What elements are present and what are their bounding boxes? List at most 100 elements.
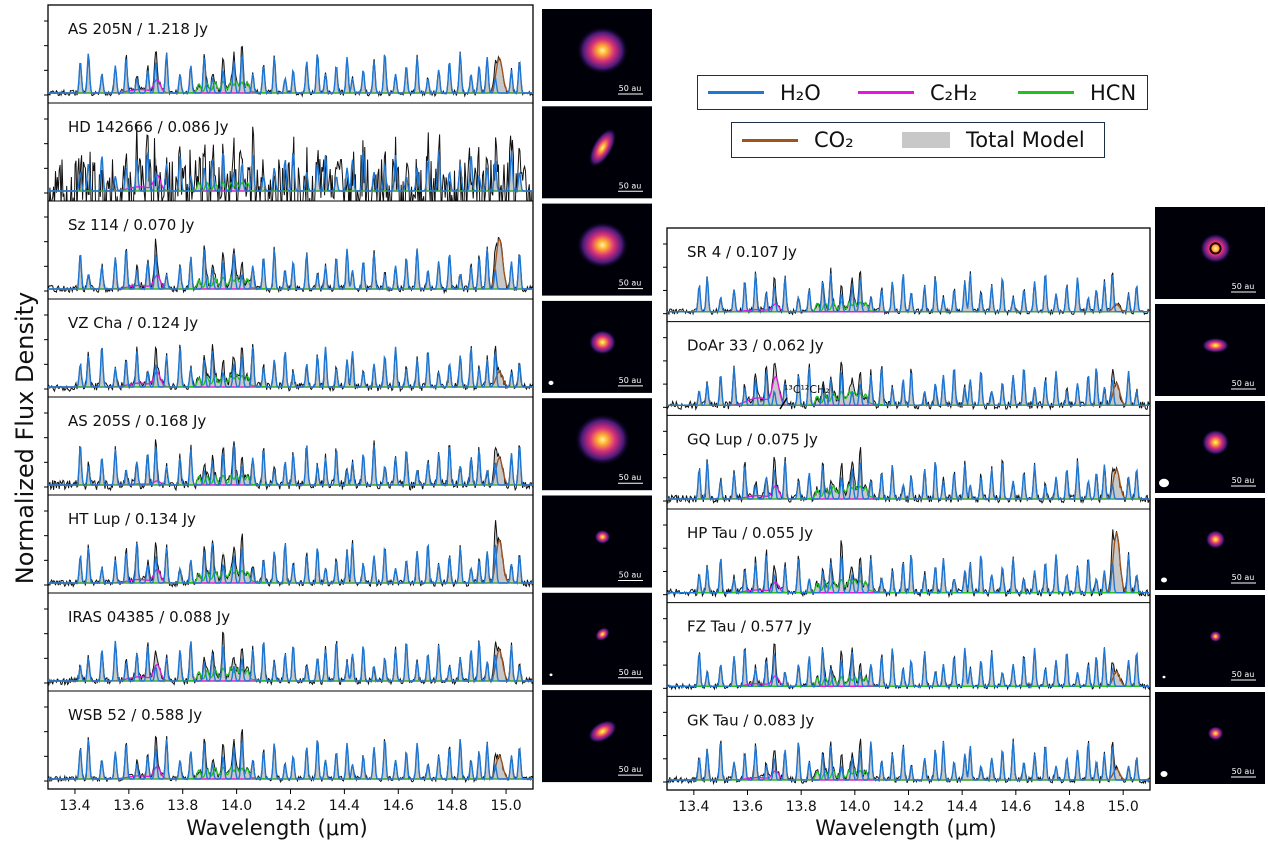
legend-top: H₂O C₂H₂ HCN: [697, 75, 1148, 110]
left-x-tick-label: 13.6: [113, 798, 144, 814]
spectrum-panel: HD 142666 / 0.086 Jy: [44, 118, 533, 201]
disk-image: 50 au: [1155, 498, 1265, 590]
left-x-tick-label: 13.4: [59, 798, 90, 814]
disk-image: 50 au: [1155, 304, 1265, 396]
right-x-tick-label: 15.0: [1108, 799, 1139, 815]
spectrum-panel: WSB 52 / 0.588 Jy: [44, 706, 533, 784]
total-model-fill: [48, 730, 533, 779]
h2o-model-line: [667, 366, 1150, 407]
spectrum-panel: VZ Cha / 0.124 Jy: [44, 314, 533, 393]
h2o-model-line: [48, 542, 533, 584]
spectrum-panel: HP Tau / 0.055 Jy: [663, 524, 1150, 599]
panel-label: HT Lup / 0.134 Jy: [68, 510, 196, 528]
right-x-tick-label: 13.8: [786, 799, 817, 815]
disk-image: 50 au: [542, 592, 652, 685]
right-x-tick-label: 14.6: [1000, 799, 1031, 815]
left-x-tick-label: 14.2: [275, 798, 306, 814]
scale-bar-label: 50 au: [619, 765, 642, 774]
total-model-fill: [667, 643, 1150, 687]
h2o-model-line: [48, 738, 533, 780]
disk-image: 50 au: [1155, 207, 1265, 299]
left-x-tick-label: 14.8: [437, 798, 468, 814]
h2o-model-line: [667, 647, 1150, 688]
panel-label: GK Tau / 0.083 Jy: [687, 711, 814, 729]
panel-label: DoAr 33 / 0.062 Jy: [687, 337, 824, 355]
h2o-model-line: [48, 640, 533, 682]
spectrum-panel: SR 4 / 0.107 Jy: [663, 243, 1150, 317]
panel-label: SR 4 / 0.107 Jy: [687, 243, 797, 261]
disk-image: 50 au: [1155, 401, 1265, 493]
h2o-model-line: [48, 150, 533, 192]
disk-image: 50 au: [1155, 595, 1265, 687]
legend-label-h2o: H₂O: [780, 80, 821, 105]
legend-label-co2: CO₂: [814, 128, 854, 152]
spectrum-panel: FZ Tau / 0.577 Jy: [663, 618, 1150, 691]
h2o-model-line: [48, 52, 533, 94]
legend-swatch-total-model: [902, 132, 950, 148]
panel-label: IRAS 04385 / 0.088 Jy: [68, 608, 230, 626]
scale-bar-label: 50 au: [1232, 670, 1255, 679]
scale-bar-label: 50 au: [1232, 379, 1255, 388]
right-x-tick-label: 14.4: [947, 799, 978, 815]
legend-swatch-c2h2: [858, 91, 914, 94]
disk-image: 50 au: [1155, 692, 1265, 784]
right-x-tick-label: 13.4: [678, 799, 709, 815]
panel-label: WSB 52 / 0.588 Jy: [68, 706, 202, 724]
spectrum-panel: AS 205S / 0.168 Jy: [44, 412, 533, 492]
spectrum-panel: IRAS 04385 / 0.088 Jy: [44, 608, 533, 687]
legend-label-hcn: HCN: [1090, 80, 1137, 105]
legend-bottom: CO₂ Total Model: [731, 122, 1105, 158]
panel-label: FZ Tau / 0.577 Jy: [687, 618, 812, 636]
isotopologue-annotation: ¹³C¹²CH₂: [784, 383, 830, 396]
panel-label: Sz 114 / 0.070 Jy: [68, 216, 195, 234]
total-model-fill: [48, 439, 533, 485]
total-model-fill: [48, 344, 533, 387]
h2o-model-line: [48, 248, 533, 290]
scale-bar-label: 50 au: [619, 84, 642, 93]
left-x-tick-label: 14.4: [329, 798, 360, 814]
spectrum-panel: DoAr 33 / 0.062 Jy: [663, 337, 1150, 411]
panel-label: AS 205N / 1.218 Jy: [68, 20, 208, 38]
panel-label: HD 142666 / 0.086 Jy: [68, 118, 229, 136]
scale-bar-label: 50 au: [619, 376, 642, 385]
scale-bar-label: 50 au: [619, 571, 642, 580]
scale-bar-label: 50 au: [1232, 573, 1255, 582]
disk-image: 50 au: [542, 495, 652, 588]
h2o-model-line: [667, 273, 1150, 313]
observed-spectrum: [48, 124, 532, 201]
y-axis-label: Normalized Flux Density: [11, 292, 39, 585]
legend-item-hcn: HCN: [1018, 81, 1136, 105]
left-x-tick-label: 15.0: [490, 798, 521, 814]
h2o-model-line: [48, 346, 533, 388]
scale-bar-label: 50 au: [1232, 476, 1255, 485]
legend-label-c2h2: C₂H₂: [930, 80, 978, 105]
legend-item-total-model: Total Model: [902, 128, 1085, 152]
legend-swatch-h2o: [708, 91, 764, 94]
x-axis-label-left: Wavelength (μm): [186, 816, 367, 840]
disk-image: 50 au: [542, 300, 652, 393]
disk-image: 50 au: [542, 9, 652, 101]
right-x-tick-label: 13.6: [732, 799, 763, 815]
right-x-tick-label: 14.2: [893, 799, 924, 815]
total-model-fill: [667, 741, 1150, 780]
panel-label: GQ Lup / 0.075 Jy: [687, 430, 818, 448]
scale-bar-label: 50 au: [619, 473, 642, 482]
legend-item-c2h2: C₂H₂: [858, 81, 1018, 105]
left-x-tick-label: 14.6: [383, 798, 414, 814]
disk-image: 50 au: [542, 690, 652, 783]
spectrum-panel: Sz 114 / 0.070 Jy: [44, 216, 533, 295]
h2o-model-line: [667, 554, 1150, 594]
h2o-model-line: [667, 460, 1150, 500]
total-model-fill: [667, 269, 1150, 312]
disk-image: 50 au: [542, 106, 652, 199]
right-x-tick-label: 14.0: [839, 799, 870, 815]
disk-image: 50 au: [542, 398, 652, 491]
panel-label: HP Tau / 0.055 Jy: [687, 524, 813, 542]
spectrum-panel: HT Lup / 0.134 Jy: [44, 510, 533, 588]
h2o-model-line: [667, 741, 1150, 781]
total-model-fill: [667, 450, 1150, 499]
legend-item-h2o: H₂O: [708, 81, 858, 105]
spectrum-panel: GK Tau / 0.083 Jy: [663, 711, 1150, 786]
h2o-model-line: [48, 444, 533, 486]
spectrum-panel: AS 205N / 1.218 Jy: [44, 20, 533, 98]
